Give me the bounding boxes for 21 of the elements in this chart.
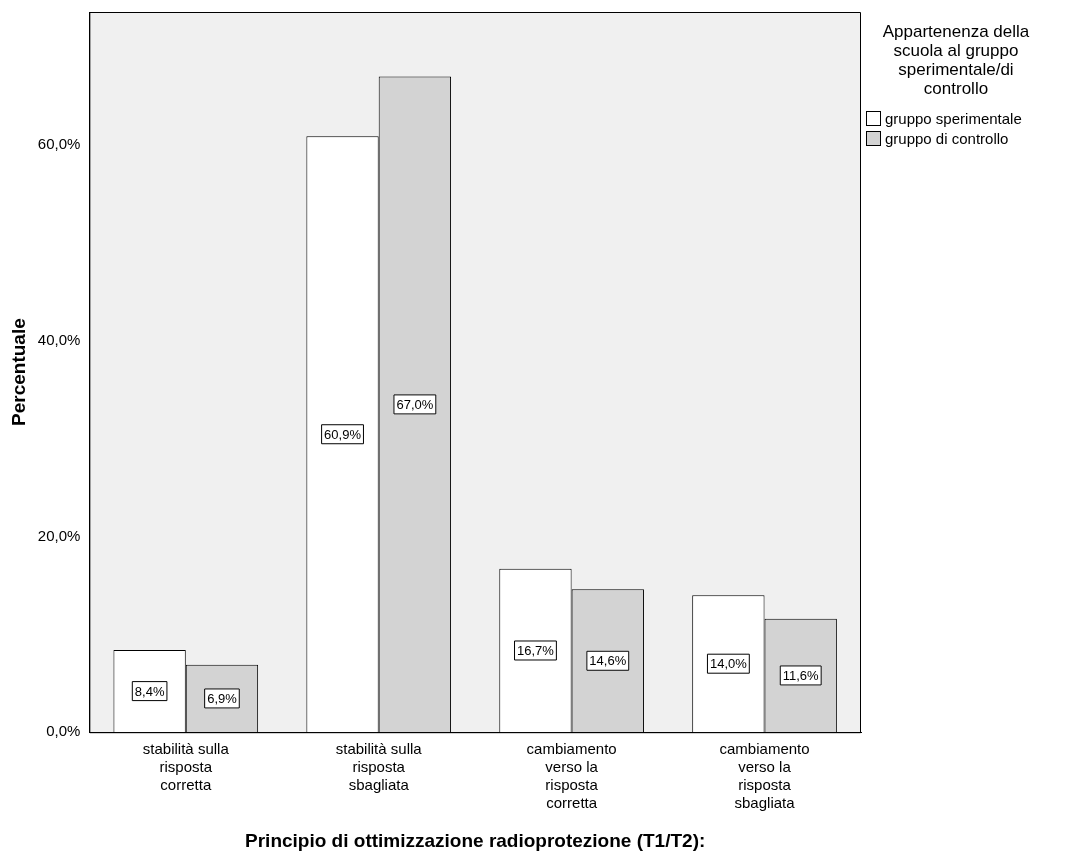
data-label: 8,4% bbox=[134, 683, 165, 699]
x-tick-label: cambiamento verso la risposta corretta bbox=[526, 740, 617, 812]
data-label: 16,7% bbox=[517, 643, 555, 659]
legend-label: gruppo di controllo bbox=[885, 129, 1009, 147]
data-label: 67,0% bbox=[396, 396, 434, 412]
y-tick-label: 0,0% bbox=[46, 722, 81, 740]
data-label: 11,6% bbox=[782, 668, 820, 684]
y-tick-label: 20,0% bbox=[37, 526, 81, 544]
x-tick-label: stabilità sulla risposta sbagliata bbox=[335, 740, 423, 794]
y-axis-title: Percentuale bbox=[7, 318, 29, 426]
y-tick-label: 40,0% bbox=[37, 330, 81, 348]
data-label: 14,0% bbox=[709, 656, 748, 672]
data-label: 14,6% bbox=[589, 653, 627, 669]
x-tick-label: cambiamento verso la risposta sbagliata bbox=[719, 740, 810, 812]
x-tick-label: stabilità sulla risposta corretta bbox=[142, 740, 230, 794]
x-axis-title: Principio di ottimizzazione radioprotezione (T1/T2): bbox=[245, 829, 706, 851]
data-label: 6,9% bbox=[207, 691, 238, 707]
legend-title: Appartenenza della scuola al gruppo sperimentale/di controllo bbox=[881, 22, 1031, 98]
data-label: 60,9% bbox=[324, 426, 362, 442]
text: gruppo sperimentale bbox=[885, 109, 1022, 127]
y-tick-label: 60,0% bbox=[37, 135, 81, 153]
